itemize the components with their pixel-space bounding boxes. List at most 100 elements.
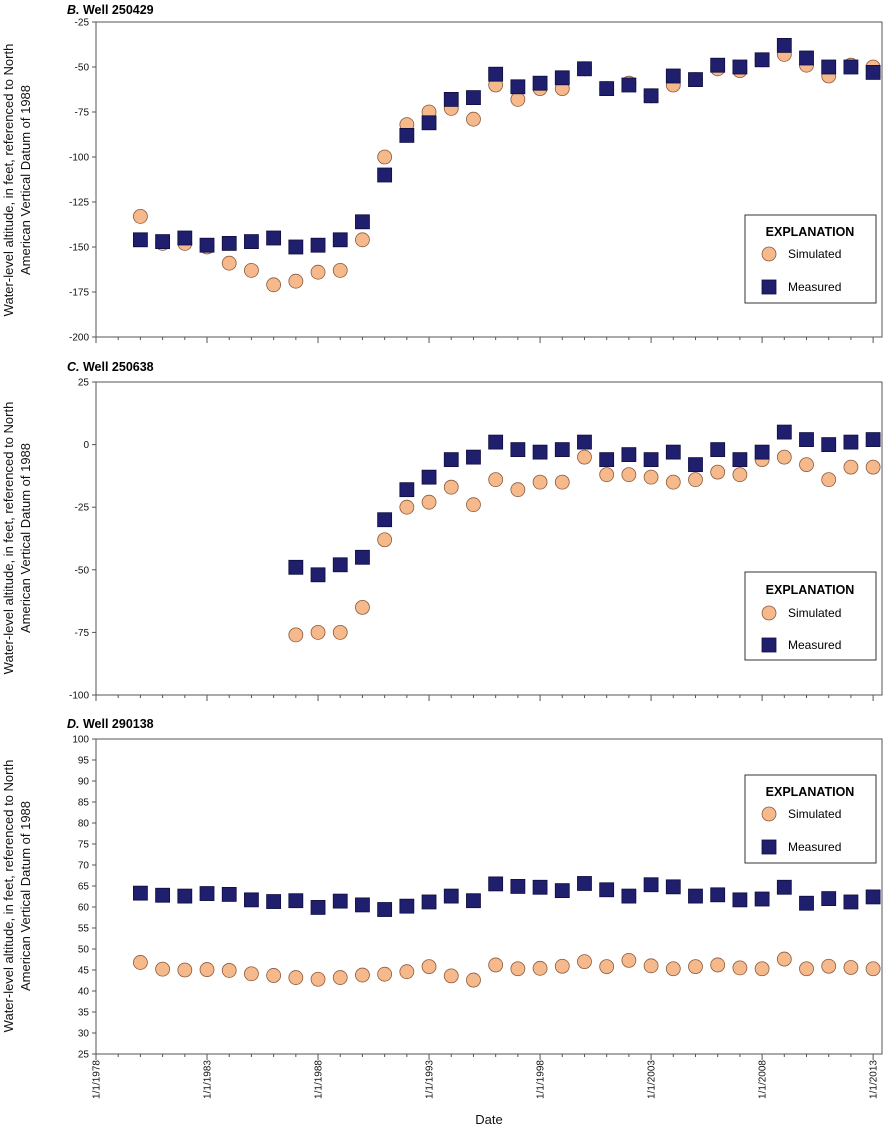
measured-point xyxy=(221,887,237,902)
measured-point xyxy=(532,444,548,460)
y-tick-label: 40 xyxy=(78,987,90,998)
measured-point xyxy=(488,876,504,892)
y-tick-label: -100 xyxy=(69,153,89,164)
measured-point xyxy=(421,894,437,910)
panel-b-y-axis-title-line2: American Vertical Datum of 1988 xyxy=(18,85,33,275)
simulated-point xyxy=(776,951,792,967)
simulated-point xyxy=(621,467,637,483)
measured-point xyxy=(332,232,348,248)
simulated-point xyxy=(510,961,526,977)
panel-d-legend-title: EXPLANATION xyxy=(766,785,855,799)
measured-point xyxy=(554,442,570,458)
measured-point xyxy=(399,482,415,498)
x-tick-label: 1/1/1983 xyxy=(203,1060,214,1099)
panel-c-legend-measured-marker xyxy=(761,637,777,653)
measured-point xyxy=(377,902,393,917)
measured-point xyxy=(466,90,481,105)
simulated-point xyxy=(843,960,859,975)
measured-point xyxy=(266,230,282,246)
measured-point xyxy=(621,447,637,463)
simulated-point xyxy=(710,957,726,973)
measured-point xyxy=(155,234,171,250)
measured-point xyxy=(466,893,481,909)
simulated-point xyxy=(399,964,415,980)
y-tick-label: 25 xyxy=(78,378,90,389)
y-tick-label: 80 xyxy=(78,819,90,830)
simulated-point xyxy=(244,262,259,278)
simulated-point xyxy=(332,625,348,640)
simulated-point xyxy=(355,599,370,615)
simulated-point xyxy=(466,972,481,988)
y-tick-label: 95 xyxy=(78,756,90,767)
simulated-point xyxy=(532,960,548,976)
y-tick-label: 45 xyxy=(78,966,90,977)
measured-point xyxy=(732,892,748,908)
x-tick-label: 1/1/1978 xyxy=(92,1060,103,1099)
measured-point xyxy=(799,50,814,66)
simulated-point xyxy=(865,961,881,977)
simulated-point xyxy=(310,625,326,640)
measured-point xyxy=(488,66,504,82)
measured-point xyxy=(799,432,814,447)
simulated-point xyxy=(799,457,814,473)
x-tick-label: 1/1/1988 xyxy=(314,1060,325,1099)
simulated-point xyxy=(310,971,326,987)
measured-point xyxy=(355,549,370,565)
simulated-point xyxy=(332,970,348,985)
y-tick-label: -25 xyxy=(75,18,90,29)
simulated-point xyxy=(643,958,659,974)
measured-point xyxy=(799,895,814,911)
measured-point xyxy=(599,81,615,96)
measured-point xyxy=(288,239,304,255)
measured-point xyxy=(355,897,370,913)
measured-point xyxy=(754,891,770,907)
y-tick-label: -75 xyxy=(75,108,90,119)
measured-point xyxy=(199,886,215,901)
simulated-point xyxy=(377,149,393,165)
simulated-point xyxy=(599,467,615,483)
simulated-point xyxy=(155,961,171,977)
y-tick-label: -75 xyxy=(75,628,90,639)
simulated-point xyxy=(443,479,459,495)
simulated-point xyxy=(732,960,748,976)
panel-d-legend: EXPLANATION Simulated Measured xyxy=(744,774,877,864)
panel-b-legend-title: EXPLANATION xyxy=(766,225,855,239)
panel-b-axis-ticks: -200 -175 -150 -125 -100 -75 -50 -25 xyxy=(69,18,874,344)
simulated-point xyxy=(288,273,304,289)
measured-point xyxy=(665,444,681,460)
panel-d-y-axis-title-line2: American Vertical Datum of 1988 xyxy=(18,801,33,991)
panel-c-title: C. Well 250638 xyxy=(67,360,154,374)
simulated-point xyxy=(554,474,570,490)
measured-point xyxy=(377,167,393,183)
panel-d-legend-measured-marker xyxy=(761,839,777,855)
simulated-point xyxy=(799,961,814,977)
y-tick-label: 55 xyxy=(78,924,90,935)
simulated-point xyxy=(688,959,703,975)
simulated-point xyxy=(821,958,837,974)
simulated-point xyxy=(266,968,282,983)
measured-point xyxy=(665,68,681,84)
panel-d-legend-measured-label: Measured xyxy=(788,840,841,854)
simulated-point xyxy=(377,966,393,982)
panel-c-data-points xyxy=(288,424,881,643)
simulated-point xyxy=(266,277,282,293)
measured-point xyxy=(244,234,259,250)
measured-point xyxy=(688,72,703,87)
measured-point xyxy=(754,444,770,460)
simulated-point xyxy=(688,472,703,488)
simulated-point xyxy=(821,472,837,488)
y-tick-label: 35 xyxy=(78,1008,90,1019)
simulated-point xyxy=(377,532,393,548)
y-tick-label: -200 xyxy=(69,333,89,344)
panel-b-data-points xyxy=(133,38,881,293)
panel-d-axis-ticks: 25 30 35 40 45 50 55 60 65 70 75 80 85 90 95 100 xyxy=(72,735,874,1061)
measured-point xyxy=(443,452,459,468)
simulated-point xyxy=(510,92,526,107)
measured-point xyxy=(599,882,615,898)
panel-c-axis-ticks: -100 -75 -50 -25 0 25 xyxy=(69,378,874,702)
panel-c-well: Well 250638 xyxy=(83,360,154,374)
panel-d-well: Well 290138 xyxy=(83,717,154,731)
measured-point xyxy=(332,557,348,573)
simulated-point xyxy=(133,955,148,970)
measured-point xyxy=(288,559,304,575)
